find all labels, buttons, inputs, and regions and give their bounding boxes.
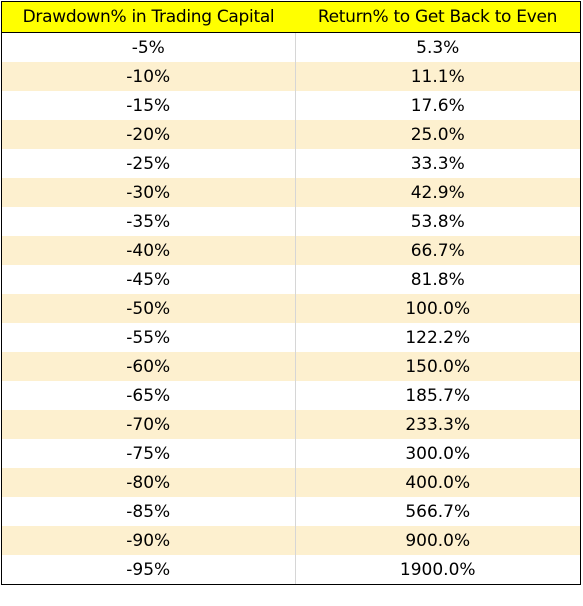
drawdown-table-container: Drawdown% in Trading Capital Return% to … bbox=[1, 1, 581, 585]
table-row: -90% 900.0% bbox=[2, 526, 580, 555]
return-cell: 66.7% bbox=[410, 240, 465, 261]
return-cell: 17.6% bbox=[410, 95, 465, 116]
return-cell: 233.3% bbox=[405, 414, 471, 435]
drawdown-cell: -45% bbox=[2, 265, 296, 294]
return-cell: 566.7% bbox=[405, 501, 471, 522]
drawdown-cell: -20% bbox=[2, 120, 296, 149]
drawdown-cell: -25% bbox=[2, 149, 296, 178]
drawdown-cell: -85% bbox=[2, 497, 296, 526]
header-row: Drawdown% in Trading Capital Return% to … bbox=[2, 2, 580, 33]
drawdown-recovery-table: Drawdown% in Trading Capital Return% to … bbox=[2, 2, 580, 584]
table-row: -75% 300.0% bbox=[2, 439, 580, 468]
table-row: -85% 566.7% bbox=[2, 497, 580, 526]
drawdown-cell: -5% bbox=[2, 32, 296, 62]
table-row: -70% 233.3% bbox=[2, 410, 580, 439]
return-cell: 1900.0% bbox=[399, 559, 476, 580]
table-body: -5% 5.3% -10% 11.1% -15% 17.6% -20% 25.0% -25% 33… bbox=[2, 32, 580, 584]
drawdown-cell: -70% bbox=[2, 410, 296, 439]
return-cell: 900.0% bbox=[405, 530, 471, 551]
drawdown-cell: -50% bbox=[2, 294, 296, 323]
table-row: -55% 122.2% bbox=[2, 323, 580, 352]
return-cell: 150.0% bbox=[405, 356, 471, 377]
table-row: -20% 25.0% bbox=[2, 120, 580, 149]
table-row: -10% 11.1% bbox=[2, 62, 580, 91]
return-cell: 5.3% bbox=[416, 37, 460, 58]
drawdown-cell: -10% bbox=[2, 62, 296, 91]
table-row: -45% 81.8% bbox=[2, 265, 580, 294]
drawdown-cell: -95% bbox=[2, 555, 296, 584]
return-cell: 53.8% bbox=[410, 211, 465, 232]
header-drawdown: Drawdown% in Trading Capital bbox=[2, 2, 295, 33]
return-cell: 400.0% bbox=[405, 472, 471, 493]
return-cell: 33.3% bbox=[410, 153, 465, 174]
table-row: -35% 53.8% bbox=[2, 207, 580, 236]
table-row: -15% 17.6% bbox=[2, 91, 580, 120]
table-row: -40% 66.7% bbox=[2, 236, 580, 265]
drawdown-cell: -30% bbox=[2, 178, 296, 207]
return-cell: 81.8% bbox=[410, 269, 465, 290]
drawdown-cell: -35% bbox=[2, 207, 296, 236]
table-row: -60% 150.0% bbox=[2, 352, 580, 381]
drawdown-cell: -75% bbox=[2, 439, 296, 468]
table-header: Drawdown% in Trading Capital Return% to … bbox=[2, 2, 580, 33]
drawdown-cell: -15% bbox=[2, 91, 296, 120]
return-cell: 122.2% bbox=[405, 327, 471, 348]
table-row: -5% 5.3% bbox=[2, 32, 580, 62]
return-cell: 300.0% bbox=[405, 443, 471, 464]
return-cell: 25.0% bbox=[410, 124, 465, 145]
return-cell: 100.0% bbox=[405, 298, 471, 319]
return-cell: 185.7% bbox=[405, 385, 471, 406]
table-row: -80% 400.0% bbox=[2, 468, 580, 497]
table-row: -30% 42.9% bbox=[2, 178, 580, 207]
drawdown-cell: -65% bbox=[2, 381, 296, 410]
header-return: Return% to Get Back to Even bbox=[295, 2, 580, 33]
return-cell: 11.1% bbox=[410, 66, 465, 87]
drawdown-cell: -80% bbox=[2, 468, 296, 497]
return-cell: 42.9% bbox=[410, 182, 465, 203]
drawdown-cell: -40% bbox=[2, 236, 296, 265]
table-row: -25% 33.3% bbox=[2, 149, 580, 178]
table-row: -50% 100.0% bbox=[2, 294, 580, 323]
drawdown-cell: -60% bbox=[2, 352, 296, 381]
drawdown-cell: -90% bbox=[2, 526, 296, 555]
table-row: -65% 185.7% bbox=[2, 381, 580, 410]
drawdown-cell: -55% bbox=[2, 323, 296, 352]
table-row: -95% 1900.0% bbox=[2, 555, 580, 584]
